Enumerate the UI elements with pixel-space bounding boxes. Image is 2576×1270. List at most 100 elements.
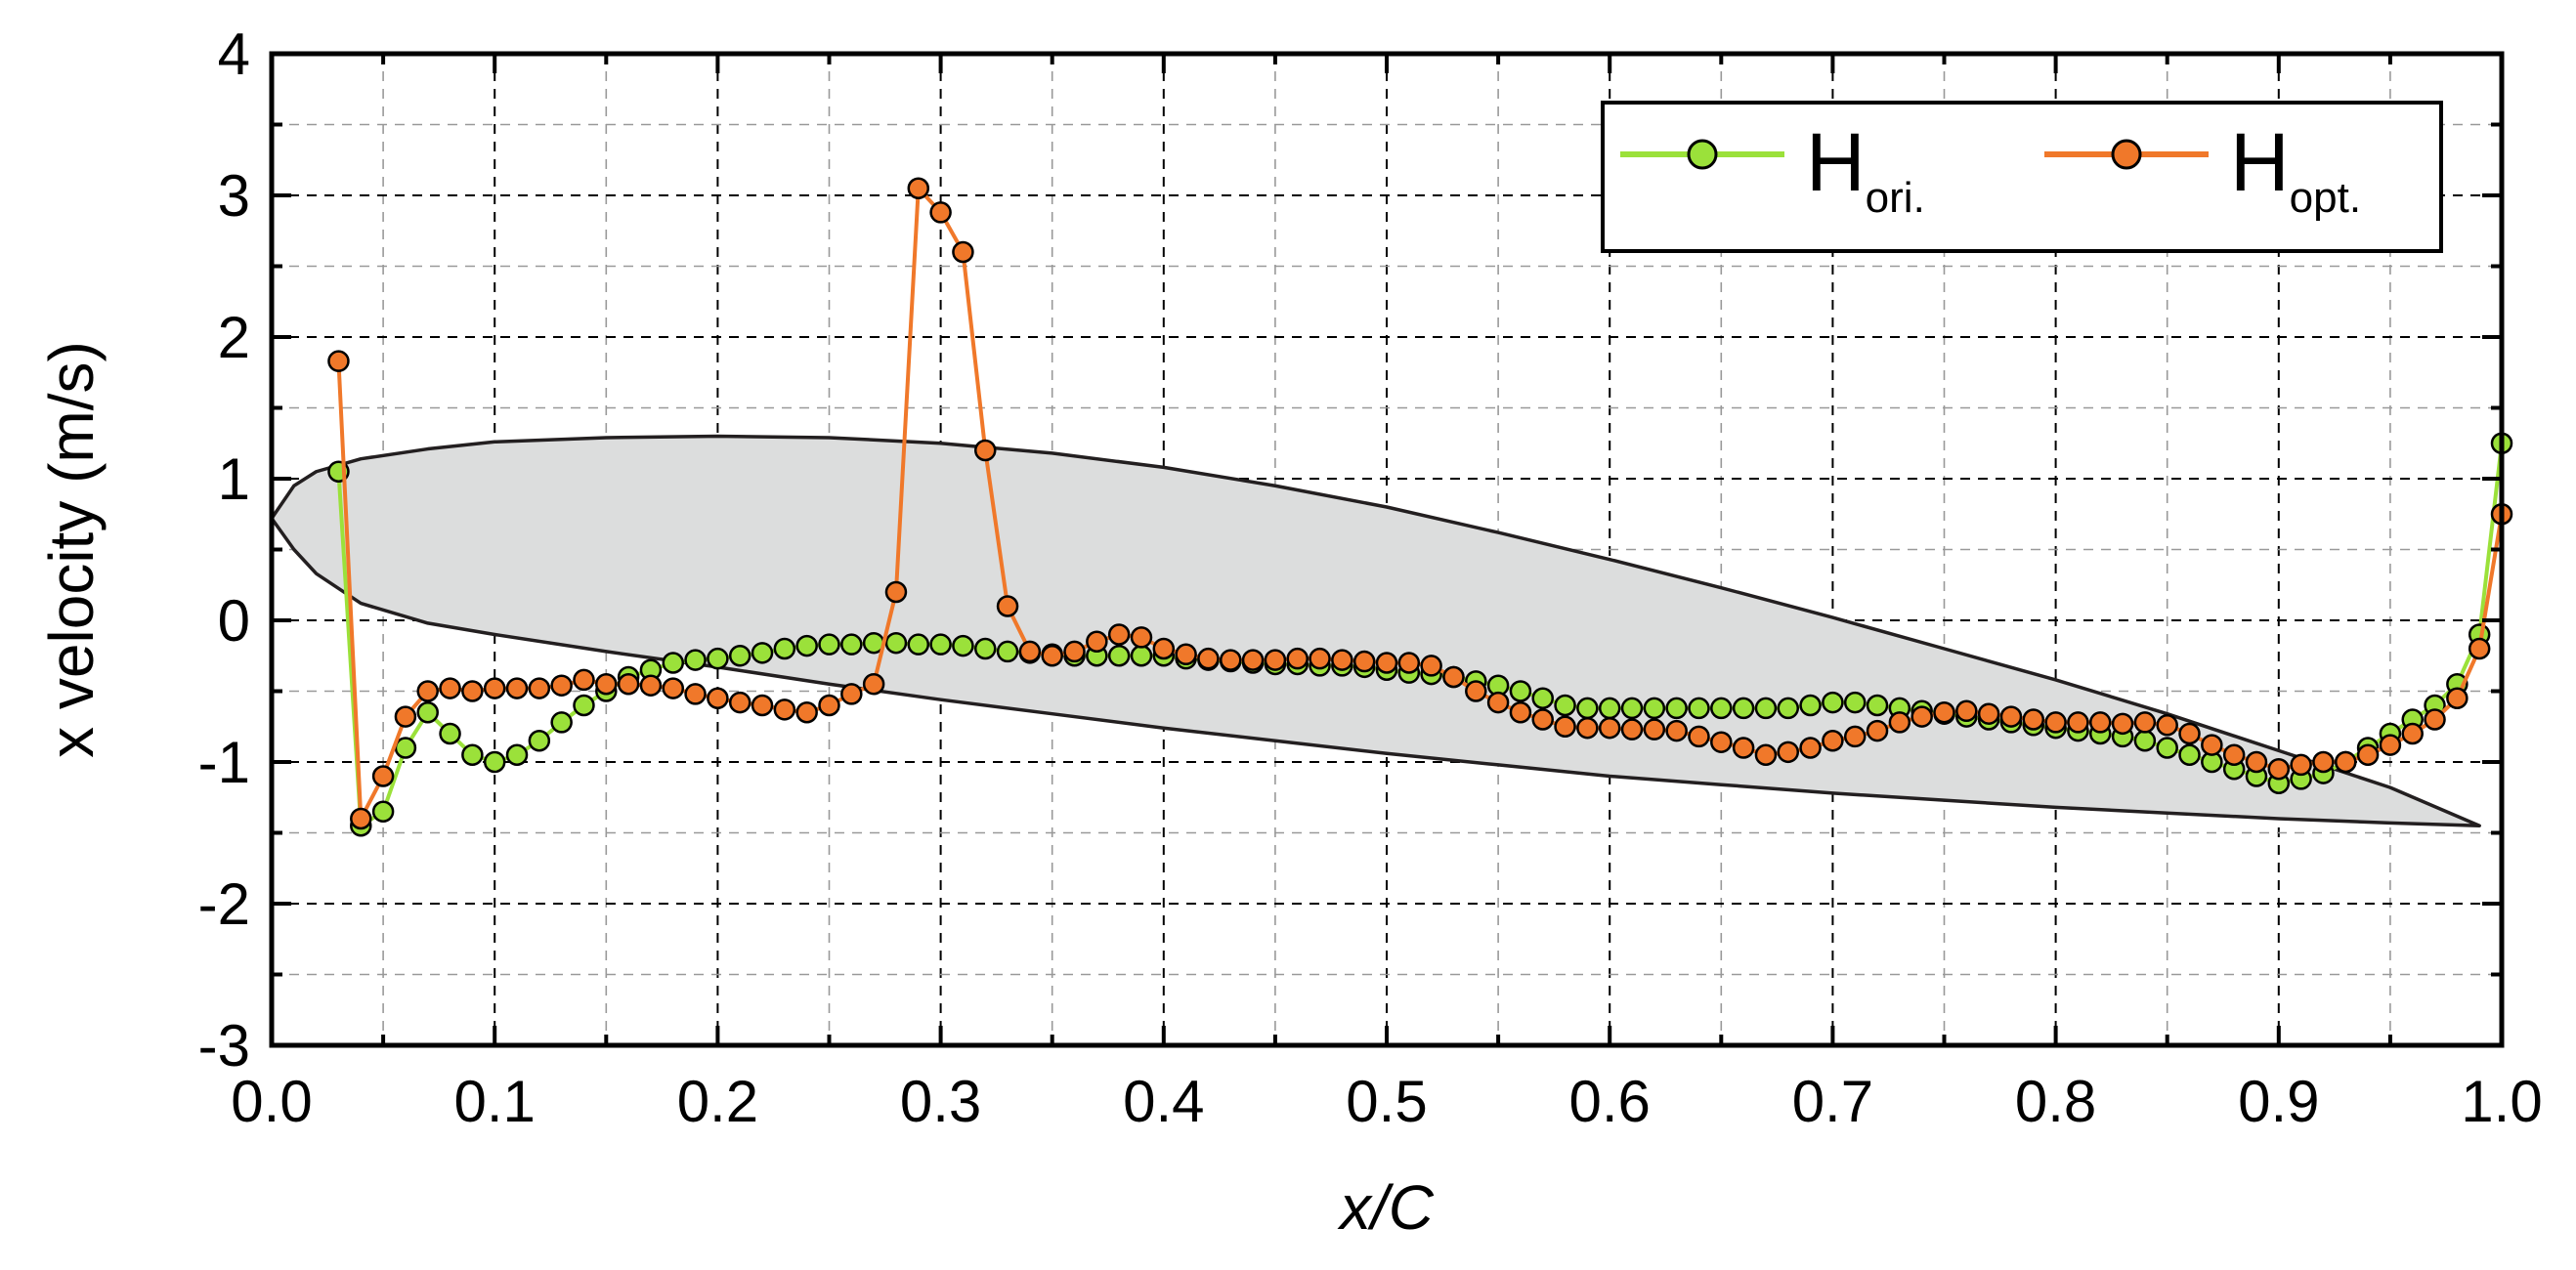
- data-point-opt: [595, 673, 618, 696]
- data-point-ori: [1665, 697, 1688, 720]
- data-point-opt: [2424, 708, 2446, 731]
- data-point-ori: [1866, 694, 1889, 717]
- legend-label-ori-sub: ori.: [1866, 174, 1925, 222]
- data-point-opt: [1576, 716, 1599, 740]
- data-point-opt: [1264, 649, 1287, 671]
- data-point-ori: [1710, 697, 1733, 720]
- data-point-opt: [1643, 718, 1666, 741]
- legend-label-opt-main: H: [2230, 116, 2290, 208]
- data-point-ori: [929, 633, 952, 656]
- data-point-opt: [1509, 701, 1532, 724]
- data-point-ori: [483, 750, 506, 774]
- x-tick-label: 0.1: [453, 1069, 535, 1134]
- data-point-ori: [505, 743, 529, 766]
- data-point-ori: [751, 642, 774, 664]
- data-point-ori: [1576, 697, 1599, 720]
- data-point-opt: [2267, 758, 2291, 781]
- x-tick-label: 0.4: [1123, 1069, 1204, 1134]
- data-point-opt: [773, 698, 796, 721]
- data-point-ori: [1688, 697, 1710, 720]
- data-point-ori: [550, 711, 573, 734]
- data-point-ori: [528, 730, 551, 752]
- data-point-opt: [1086, 630, 1108, 653]
- legend-label-ori-main: H: [1806, 116, 1866, 208]
- data-point-opt: [907, 177, 930, 199]
- data-point-ori: [1777, 697, 1800, 720]
- x-tick-label: 0.2: [677, 1069, 758, 1134]
- data-point-opt: [1220, 649, 1242, 671]
- data-point-opt: [973, 439, 997, 462]
- data-point-opt: [2222, 743, 2246, 766]
- x-axis-title: x/C: [1337, 1172, 1435, 1243]
- legend-label-ori: Hori.: [1806, 116, 1925, 222]
- data-point-opt: [371, 765, 395, 787]
- y-tick-label: -2: [198, 871, 250, 937]
- data-point-opt: [952, 240, 974, 264]
- x-tick-label: 0.0: [231, 1069, 312, 1134]
- data-point-ori: [439, 722, 461, 745]
- data-point-ori: [1754, 697, 1778, 720]
- data-point-ori: [1620, 697, 1644, 720]
- data-point-opt: [1665, 719, 1688, 742]
- data-point-opt: [662, 677, 685, 699]
- data-point-ori: [884, 631, 908, 655]
- y-tick-label: 1: [218, 446, 250, 512]
- data-point-ori: [1509, 680, 1532, 702]
- data-point-opt: [1554, 715, 1576, 738]
- x-tick-label: 0.8: [2015, 1069, 2096, 1134]
- data-point-ori: [707, 647, 729, 670]
- data-point-opt: [550, 674, 573, 697]
- data-point-opt: [751, 694, 774, 717]
- data-point-opt: [2156, 714, 2178, 737]
- data-point-opt: [1175, 643, 1197, 666]
- data-point-opt: [1041, 645, 1063, 667]
- data-point-opt: [2290, 753, 2312, 777]
- data-point-ori: [1598, 697, 1621, 720]
- data-point-opt: [1888, 711, 1911, 734]
- data-point-opt: [1063, 640, 1086, 663]
- data-point-opt: [1999, 705, 2023, 728]
- data-point-ori: [371, 800, 395, 823]
- x-tick-label: 1.0: [2461, 1069, 2542, 1134]
- data-point-ori: [1822, 691, 1844, 714]
- data-point-opt: [617, 673, 640, 696]
- data-point-opt: [1598, 716, 1621, 740]
- data-point-ori: [1107, 645, 1131, 667]
- data-point-opt: [1754, 743, 1778, 766]
- data-point-ori: [973, 637, 997, 660]
- y-axis-title: x velocity (m/s): [36, 341, 107, 758]
- x-tick-label: 0.6: [1568, 1069, 1650, 1134]
- data-point-ori: [2156, 737, 2178, 759]
- legend: Hori. Hopt.: [1601, 101, 2443, 253]
- x-tick-label: 0.3: [900, 1069, 981, 1134]
- data-point-opt: [2468, 637, 2491, 660]
- data-point-opt: [2111, 712, 2134, 736]
- data-point-opt: [795, 701, 818, 724]
- data-point-opt: [1442, 665, 1465, 689]
- data-point-opt: [862, 673, 885, 696]
- data-point-opt: [1822, 730, 1844, 752]
- data-point-opt: [1352, 650, 1376, 673]
- data-point-opt: [1152, 637, 1176, 660]
- data-point-opt: [2133, 711, 2157, 734]
- data-point-opt: [2379, 734, 2402, 756]
- data-point-opt: [1018, 640, 1042, 663]
- data-point-ori: [773, 637, 796, 660]
- data-point-ori: [461, 743, 484, 766]
- legend-marker-ori: [1687, 139, 1718, 170]
- data-point-opt: [2446, 687, 2469, 709]
- data-point-opt: [2178, 722, 2201, 745]
- data-point-opt: [1977, 702, 2000, 725]
- airfoil-shape: [270, 434, 2481, 827]
- data-point-opt: [439, 677, 461, 699]
- data-point-ori: [1643, 697, 1666, 720]
- data-point-ori: [2133, 730, 2157, 752]
- data-point-ori: [818, 633, 840, 656]
- y-tick-label: 4: [218, 21, 250, 87]
- data-point-opt: [1397, 652, 1421, 674]
- x-tick-label: 0.9: [2238, 1069, 2319, 1134]
- data-point-opt: [483, 677, 506, 699]
- data-point-opt: [996, 595, 1019, 617]
- data-point-opt: [528, 677, 551, 699]
